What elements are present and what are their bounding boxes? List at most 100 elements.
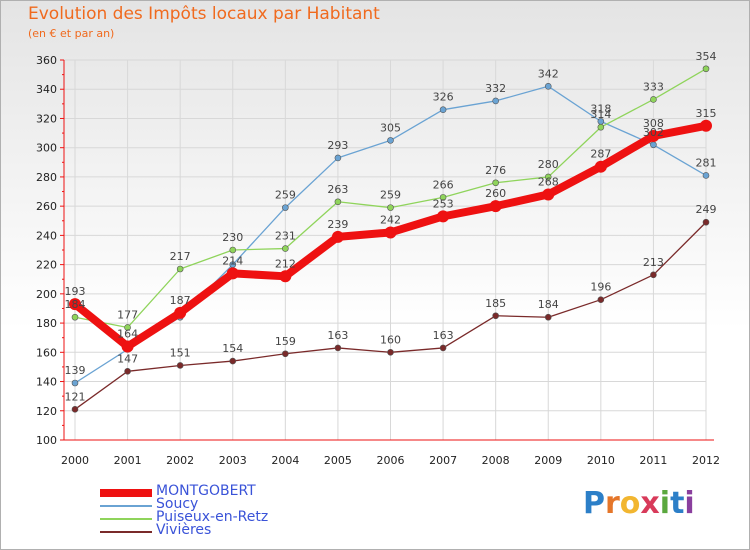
- data-point-montgobert: [121, 340, 134, 353]
- data-label-puiseux-en-retz: 184: [65, 298, 86, 311]
- data-point-soucy: [492, 97, 499, 105]
- data-point-puiseux-en-retz: [229, 246, 237, 254]
- legend-swatch: [100, 531, 152, 533]
- x-tick-label: 2005: [324, 454, 352, 467]
- data-point-vivi-res: [387, 349, 394, 356]
- data-point-montgobert: [437, 210, 450, 223]
- data-point-soucy: [544, 83, 552, 90]
- data-label-vivi-res: 160: [380, 333, 401, 346]
- data-point-montgobert: [489, 200, 502, 213]
- y-tick-label: 120: [36, 405, 57, 418]
- data-point-puiseux-en-retz: [334, 198, 342, 206]
- data-point-montgobert: [700, 119, 712, 132]
- data-point-montgobert: [226, 267, 239, 280]
- data-label-soucy: 259: [275, 189, 296, 202]
- x-tick-label: 2002: [166, 454, 194, 467]
- proxiti-logo: Proxiti: [583, 486, 695, 521]
- y-tick-label: 180: [36, 317, 57, 330]
- data-label-soucy: 326: [433, 91, 454, 104]
- data-point-vivi-res: [71, 406, 79, 413]
- data-label-soucy: 302: [643, 126, 664, 139]
- data-point-vivi-res: [544, 313, 552, 321]
- data-point-vivi-res: [176, 362, 184, 369]
- legend-label: Soucy: [156, 496, 199, 512]
- y-tick-label: 300: [36, 142, 57, 155]
- data-point-soucy: [702, 172, 710, 179]
- data-point-montgobert: [594, 160, 607, 173]
- x-tick-label: 2011: [639, 454, 667, 467]
- data-label-vivi-res: 163: [433, 329, 454, 342]
- logo-letter: t: [670, 486, 685, 521]
- data-point-vivi-res: [650, 271, 657, 279]
- data-label-vivi-res: 184: [538, 298, 559, 311]
- data-label-montgobert: 268: [538, 175, 559, 188]
- data-label-puiseux-en-retz: 280: [538, 158, 559, 171]
- data-label-vivi-res: 151: [170, 346, 191, 359]
- data-label-puiseux-en-retz: 263: [327, 183, 348, 196]
- x-tick-label: 2008: [482, 454, 510, 467]
- x-tick-label: 2007: [429, 454, 457, 467]
- y-tick-label: 340: [36, 83, 57, 96]
- data-point-vivi-res: [282, 350, 289, 358]
- logo-letter: i: [659, 486, 671, 521]
- data-point-vivi-res: [229, 357, 237, 365]
- data-point-vivi-res: [702, 218, 710, 226]
- data-label-vivi-res: 121: [65, 390, 86, 403]
- data-label-montgobert: 253: [433, 197, 454, 210]
- data-point-montgobert: [174, 306, 187, 319]
- data-point-montgobert: [384, 226, 397, 239]
- data-point-vivi-res: [334, 344, 342, 352]
- y-tick-label: 140: [36, 376, 57, 389]
- data-point-montgobert: [647, 130, 660, 142]
- data-point-vivi-res: [492, 312, 499, 320]
- data-point-montgobert: [69, 298, 81, 311]
- data-point-soucy: [71, 379, 79, 387]
- data-label-soucy: 332: [485, 82, 506, 95]
- data-label-vivi-res: 249: [696, 203, 717, 216]
- data-label-soucy: 281: [696, 156, 717, 169]
- data-label-puiseux-en-retz: 217: [170, 250, 191, 263]
- legend-swatch: [100, 489, 152, 497]
- y-tick-label: 360: [36, 54, 57, 67]
- x-tick-label: 2003: [219, 454, 247, 467]
- x-tick-label: 2004: [271, 454, 299, 467]
- y-tick-label: 220: [36, 259, 57, 272]
- y-tick-label: 100: [36, 434, 57, 447]
- data-label-soucy: 293: [327, 139, 348, 152]
- data-label-montgobert: 214: [222, 254, 243, 267]
- data-point-soucy: [650, 141, 657, 149]
- x-tick-label: 2000: [61, 454, 89, 467]
- data-point-puiseux-en-retz: [492, 179, 499, 187]
- data-label-vivi-res: 213: [643, 256, 664, 269]
- y-tick-label: 260: [36, 200, 57, 213]
- y-tick-label: 200: [36, 288, 57, 301]
- data-label-montgobert: 212: [275, 257, 296, 270]
- data-label-vivi-res: 147: [117, 352, 138, 365]
- chart-subtitle: (en € et par an): [28, 27, 115, 40]
- y-tick-label: 280: [36, 171, 57, 184]
- data-label-vivi-res: 163: [327, 329, 348, 342]
- data-label-puiseux-en-retz: 276: [485, 164, 506, 177]
- y-tick-label: 320: [36, 112, 57, 125]
- data-point-vivi-res: [439, 344, 447, 352]
- legend-label: MONTGOBERT: [156, 483, 256, 499]
- data-point-soucy: [439, 106, 447, 113]
- data-point-puiseux-en-retz: [650, 96, 657, 103]
- y-tick-label: 240: [36, 229, 57, 242]
- data-label-montgobert: 242: [380, 213, 401, 226]
- y-tick-label: 160: [36, 346, 57, 359]
- data-label-vivi-res: 185: [485, 297, 506, 310]
- legend-swatch: [100, 505, 152, 507]
- data-point-montgobert: [542, 188, 555, 201]
- data-point-soucy: [334, 154, 342, 162]
- data-label-soucy: 318: [590, 102, 611, 115]
- data-point-soucy: [387, 137, 394, 144]
- data-label-soucy: 305: [380, 121, 401, 134]
- x-tick-label: 2006: [377, 454, 405, 467]
- data-label-puiseux-en-retz: 354: [696, 50, 717, 63]
- logo-letter: o: [619, 486, 641, 521]
- x-tick-label: 2009: [534, 454, 562, 467]
- data-point-vivi-res: [124, 368, 131, 375]
- data-point-puiseux-en-retz: [387, 204, 394, 211]
- data-label-puiseux-en-retz: 177: [117, 308, 138, 321]
